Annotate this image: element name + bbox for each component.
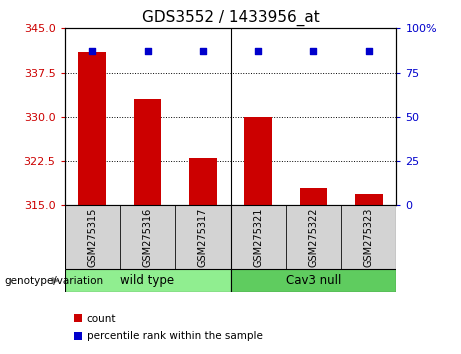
Text: wild type: wild type	[120, 274, 175, 287]
Bar	[244, 117, 272, 205]
Bar	[341, 205, 396, 269]
Bar	[65, 205, 120, 269]
Point	[89, 48, 96, 54]
Bar	[120, 205, 175, 269]
Text: GSM275322: GSM275322	[308, 207, 319, 267]
Bar	[65, 269, 230, 292]
Text: percentile rank within the sample: percentile rank within the sample	[87, 331, 263, 341]
Text: count: count	[87, 314, 116, 324]
Bar	[74, 314, 82, 322]
Point	[144, 48, 151, 54]
Point	[365, 48, 372, 54]
Bar	[134, 99, 161, 205]
Point	[310, 48, 317, 54]
Text: GSM275323: GSM275323	[364, 207, 374, 267]
Point	[254, 48, 262, 54]
Text: genotype/variation: genotype/variation	[5, 275, 104, 286]
Bar	[189, 158, 217, 205]
Bar	[230, 269, 396, 292]
Point	[199, 48, 207, 54]
Bar	[175, 205, 230, 269]
Bar	[230, 205, 286, 269]
Bar	[300, 188, 327, 205]
Bar	[286, 205, 341, 269]
Bar	[78, 52, 106, 205]
Text: GSM275316: GSM275316	[142, 207, 153, 267]
Title: GDS3552 / 1433956_at: GDS3552 / 1433956_at	[142, 9, 319, 25]
Text: Cav3 null: Cav3 null	[286, 274, 341, 287]
Text: GSM275315: GSM275315	[87, 207, 97, 267]
Text: GSM275321: GSM275321	[253, 207, 263, 267]
Text: GSM275317: GSM275317	[198, 207, 208, 267]
Bar	[355, 194, 383, 205]
Bar	[74, 332, 82, 340]
